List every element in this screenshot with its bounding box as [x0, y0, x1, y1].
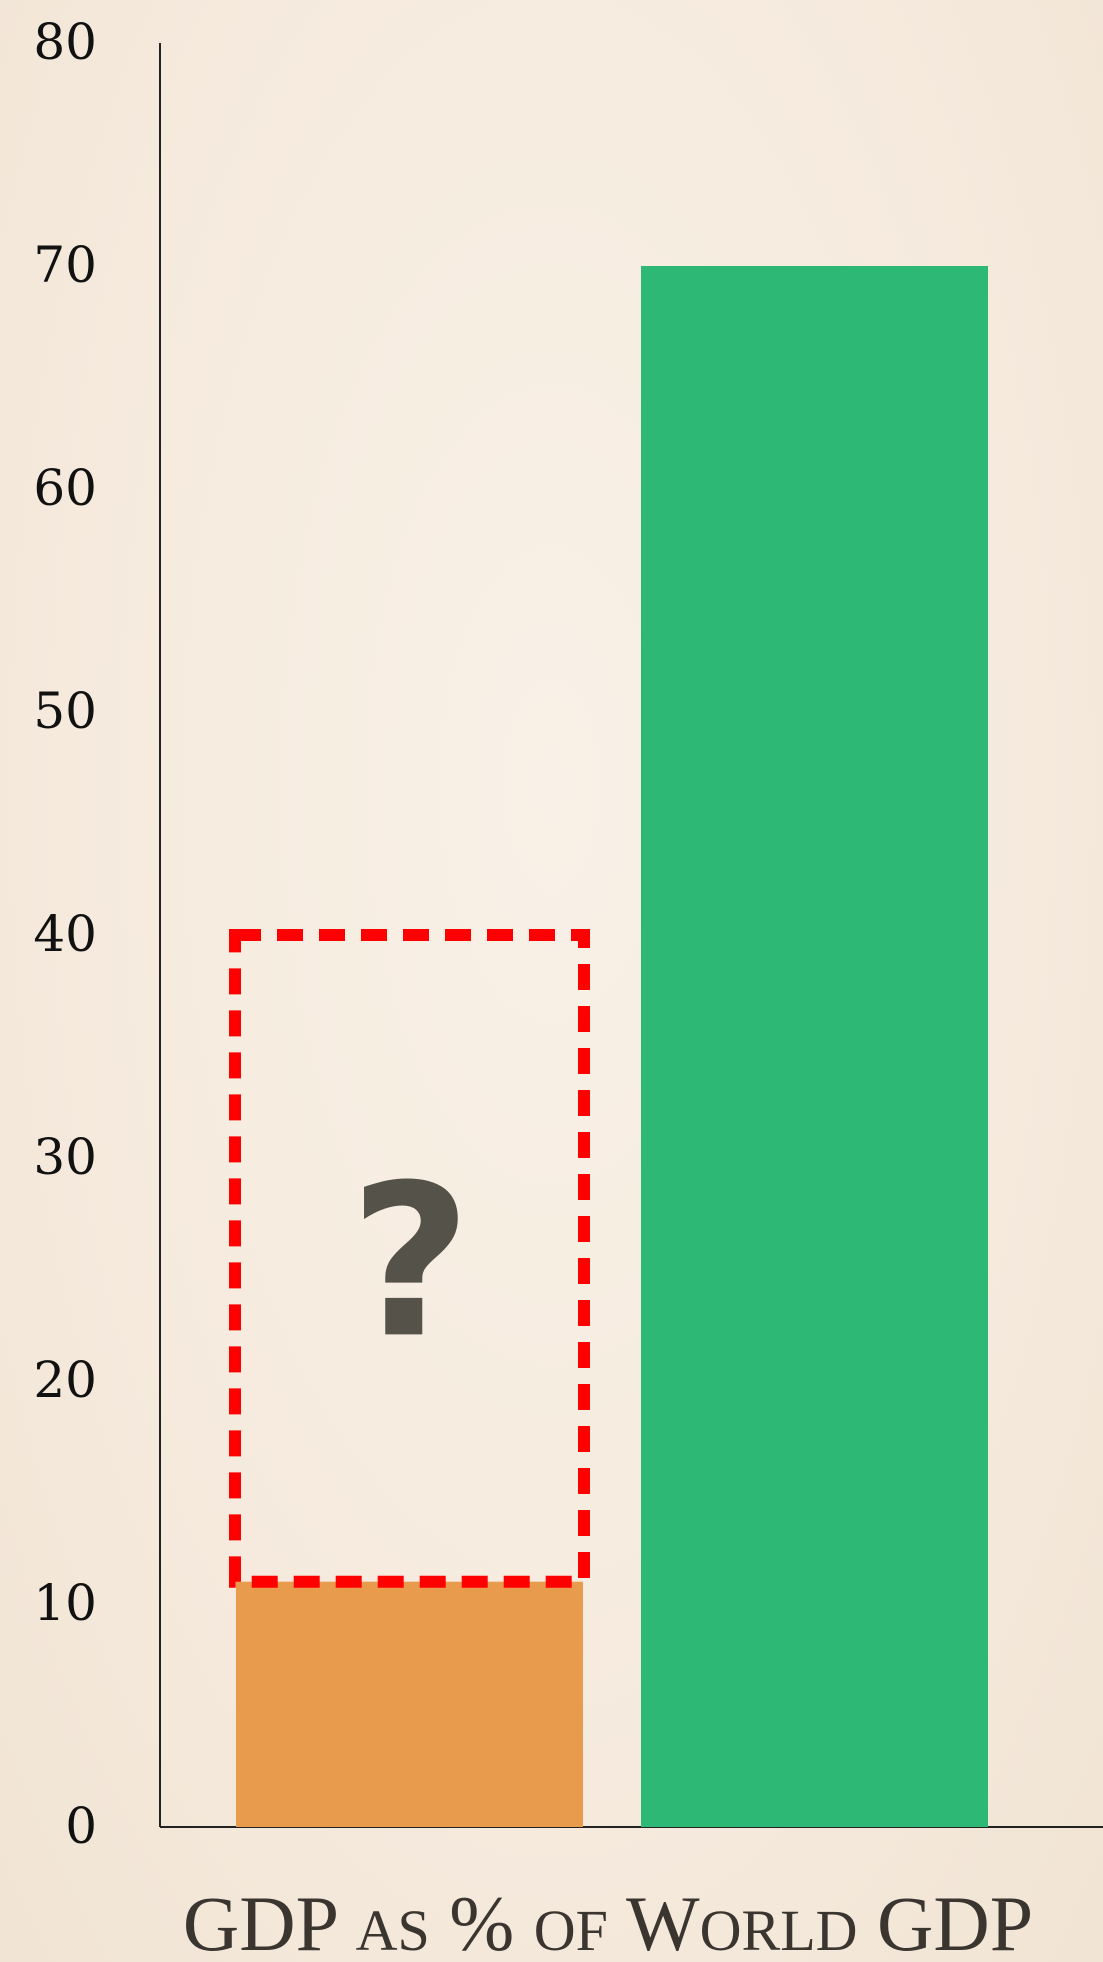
bar — [236, 1581, 583, 1827]
bars — [236, 266, 988, 1827]
y-tick-label: 10 — [33, 1574, 97, 1632]
y-tick-label: 60 — [33, 459, 97, 517]
y-tick-label: 30 — [33, 1128, 97, 1186]
y-tick-label: 50 — [33, 682, 97, 740]
bar — [641, 266, 988, 1827]
y-axis-ticks: 0 10 20 30 40 50 60 70 80 — [33, 13, 97, 1855]
y-tick-label: 80 — [33, 13, 97, 71]
x-axis-title: GDP AS % OF WORLD GDP — [183, 1880, 1033, 1962]
y-tick-label: 40 — [33, 905, 97, 963]
y-tick-label: 20 — [33, 1351, 97, 1409]
y-tick-label: 70 — [33, 236, 97, 294]
question-dashed-box — [229, 929, 590, 1588]
question-mark-label: ? — [350, 1139, 472, 1384]
y-tick-label: 0 — [65, 1797, 97, 1855]
